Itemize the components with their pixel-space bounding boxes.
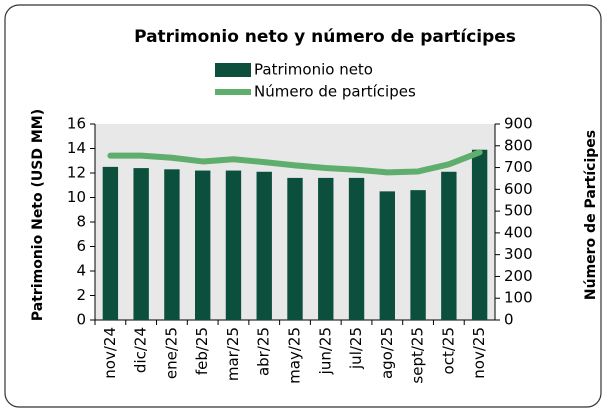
x-tick-label: nov/25: [470, 327, 488, 379]
y-axis-label: Patrimonio Neto (USD MM): [30, 109, 46, 321]
bar: [471, 149, 488, 320]
y-tick-label: 16: [67, 115, 86, 133]
y2-tick-label: 400: [504, 223, 533, 241]
x-tick-label: feb/25: [193, 327, 211, 375]
y-tick-label: 0: [76, 311, 86, 329]
y-tick-label: 8: [76, 213, 86, 231]
bar: [410, 190, 426, 320]
bar: [164, 169, 180, 320]
y-tick-label: 10: [67, 188, 86, 206]
bar: [318, 177, 334, 320]
y2-tick-label: 600: [504, 180, 533, 198]
y2-tick-label: 900: [504, 115, 533, 133]
x-tick-label: sept/25: [409, 327, 427, 384]
y2-tick-label: 700: [504, 158, 533, 176]
line: [107, 149, 483, 176]
y-tick-label: 6: [76, 237, 86, 255]
y2-tick-label: 800: [504, 136, 533, 154]
x-tick-label: ago/25: [378, 327, 396, 379]
bar: [102, 166, 119, 320]
bar: [287, 177, 303, 320]
legend-label: Número de partícipes: [254, 83, 416, 101]
x-tick-label: jun/25: [316, 327, 334, 375]
bar: [195, 170, 211, 320]
legend-swatch: [215, 63, 251, 77]
bar: [441, 171, 457, 320]
x-tick-label: dic/24: [132, 327, 150, 373]
x-tick-label: jul/25: [347, 327, 365, 370]
y2-tick-label: 500: [504, 202, 533, 220]
y2-tick-label: 0: [504, 311, 514, 329]
y2-tick-label: 300: [504, 245, 533, 263]
y-tick-label: 2: [76, 286, 86, 304]
y2-axis-label: Número de Partícipes: [583, 130, 599, 300]
x-tick-label: ene/25: [162, 327, 180, 379]
x-tick-label: abr/25: [255, 327, 273, 376]
x-tick-label: may/25: [286, 327, 304, 384]
chart-title: Patrimonio neto y número de partícipes: [134, 27, 516, 47]
x-tick-label: nov/24: [101, 327, 119, 379]
bar: [133, 168, 149, 320]
y2-tick-label: 100: [504, 289, 533, 307]
bar: [379, 191, 395, 320]
x-tick-label: mar/25: [224, 327, 242, 381]
y-tick-label: 14: [67, 139, 86, 157]
bar: [256, 171, 272, 320]
bar: [348, 177, 365, 320]
y-tick-label: 12: [67, 164, 86, 182]
y-tick-label: 4: [76, 262, 86, 280]
bar: [225, 170, 242, 320]
y2-tick-label: 200: [504, 267, 533, 285]
legend-label: Patrimonio neto: [254, 61, 373, 79]
x-tick-label: oct/25: [439, 327, 457, 374]
